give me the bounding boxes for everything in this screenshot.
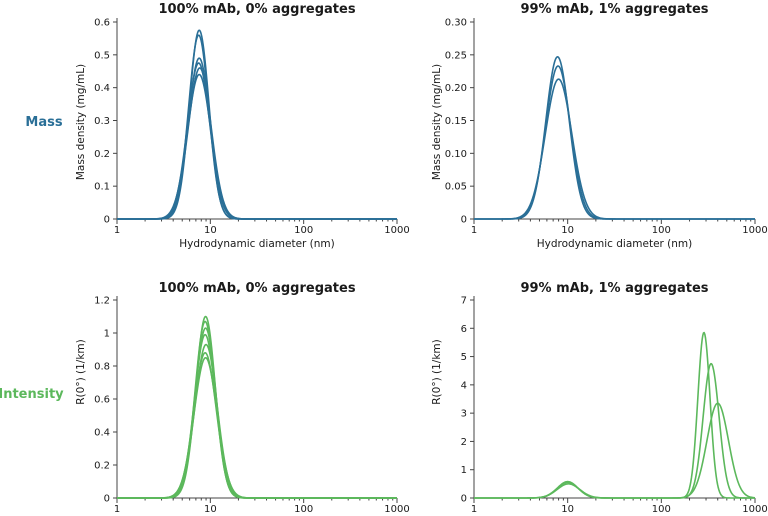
series-line-4 [116,333,398,499]
y-axis-label: Mass density (mg/mL) [75,64,87,180]
y-tick-label: 0.6 [94,18,110,29]
y-tick-label: 0.30 [445,18,467,29]
series-line-3 [473,78,756,220]
x-tick-label: 10 [561,504,574,515]
y-tick-label: 0.4 [94,83,110,94]
y-tick-label: 0.15 [445,116,467,127]
series-line-5 [116,67,398,220]
series-line-1 [473,56,756,220]
series-line-2 [116,34,398,220]
series-line-3 [116,327,398,499]
y-tick-label: 1 [104,329,110,340]
y-axis-label: R(0°) (1/km) [431,339,443,404]
row-label-intensity: Intensity [0,387,64,402]
y-tick-label: 4 [461,380,467,391]
y-tick-label: 1.2 [94,296,110,307]
chart-panel-mass-1: 99% mAb, 1% aggregates 0 0.05 0.10 0.15 0.20 0… [431,2,768,250]
y-tick-label: 0 [104,494,110,505]
x-tick-label: 1 [471,504,477,515]
x-tick-label: 100 [652,504,671,515]
chart-title: 99% mAb, 1% aggregates [520,2,708,17]
x-tick-label: 10 [561,225,574,236]
y-tick-label: 1 [461,465,467,476]
series-line-5 [116,343,398,499]
series-line-2 [473,65,756,220]
series-line-1 [116,29,398,220]
series-line-4 [116,62,398,220]
series-line-2 [116,320,398,499]
chart-panel-int-0: 100% mAb, 0% aggregates 0 0.2 0.4 0.6 0.8 1 1.2… [75,281,410,515]
y-tick-label: 0.25 [445,50,467,61]
x-tick-label: 1000 [384,225,409,236]
y-tick-label: 0 [104,215,110,226]
x-axis-label: Hydrodynamic diameter (nm) [179,238,335,250]
y-tick-label: 6 [461,324,467,335]
y-axis-label: R(0°) (1/km) [75,339,87,404]
x-axis-label: Hydrodynamic diameter (nm) [537,238,693,250]
y-tick-label: 0.8 [94,362,110,373]
y-axis-label: Mass density (mg/mL) [431,64,443,180]
x-tick-label: 1 [114,225,120,236]
y-tick-label: 0.05 [445,182,467,193]
y-tick-label: 2 [461,437,467,448]
y-tick-label: 0.4 [94,428,110,439]
x-tick-label: 100 [652,225,671,236]
y-tick-label: 0.2 [94,461,110,472]
x-tick-label: 1 [114,504,120,515]
y-tick-label: 0.1 [94,182,110,193]
x-tick-label: 10 [204,225,217,236]
x-tick-label: 1000 [742,504,767,515]
x-tick-label: 100 [294,504,313,515]
x-tick-label: 1 [471,225,477,236]
x-tick-label: 100 [294,225,313,236]
y-tick-label: 0.10 [445,149,467,160]
y-tick-label: 3 [461,409,467,420]
y-tick-label: 0 [461,215,467,226]
chart-title: 99% mAb, 1% aggregates [520,281,708,296]
chart-panel-mass-0: 100% mAb, 0% aggregates 0 0.1 0.2 0.3 0.4 0.5 0… [75,2,410,250]
x-tick-label: 1000 [384,504,409,515]
y-tick-label: 0.3 [94,116,110,127]
y-tick-label: 0 [461,494,467,505]
y-tick-label: 0.6 [94,395,110,406]
y-tick-label: 0.20 [445,83,467,94]
chart-title: 100% mAb, 0% aggregates [158,2,355,17]
row-label-mass: Mass [25,115,62,130]
series-line-3 [473,402,756,499]
series-line-1 [116,315,398,499]
series-line-6 [116,73,398,220]
y-tick-label: 0.5 [94,50,110,61]
y-tick-label: 0.2 [94,149,110,160]
series-line-7 [116,356,398,499]
series-line-6 [116,352,398,499]
y-tick-label: 5 [461,352,467,363]
chart-title: 100% mAb, 0% aggregates [158,281,355,296]
x-tick-label: 10 [204,504,217,515]
y-tick-label: 7 [461,296,467,307]
x-tick-label: 1000 [742,225,767,236]
series-line-3 [116,57,398,220]
